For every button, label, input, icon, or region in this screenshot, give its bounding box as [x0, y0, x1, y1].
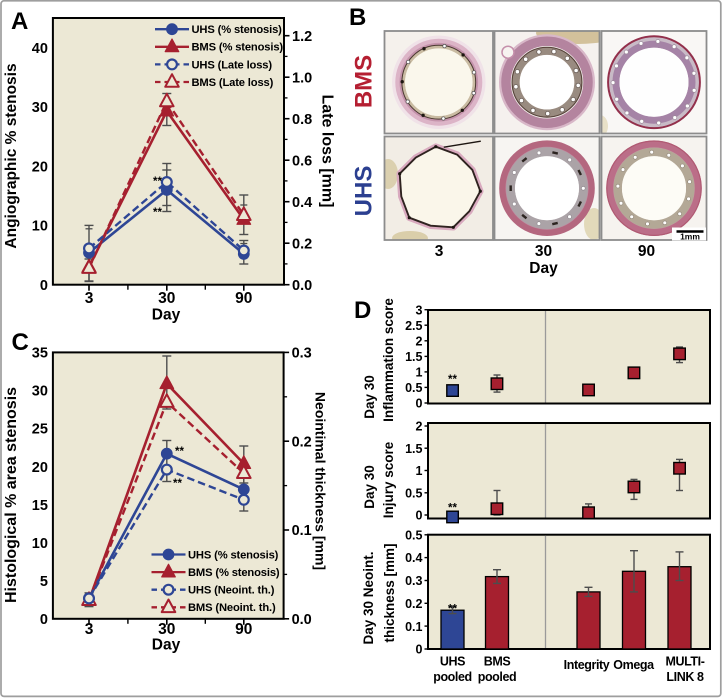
svg-text:1.2: 1.2: [292, 29, 312, 45]
svg-text:5: 5: [40, 574, 48, 590]
svg-text:Day: Day: [152, 307, 181, 324]
svg-text:2.5: 2.5: [405, 319, 422, 333]
svg-text:30: 30: [32, 100, 48, 116]
svg-text:0.1: 0.1: [292, 523, 312, 539]
svg-text:Day 30: Day 30: [362, 375, 377, 419]
svg-text:**: **: [448, 374, 457, 386]
svg-text:Day 30: Day 30: [362, 465, 377, 509]
svg-text:BMS (% stenosis): BMS (% stenosis): [192, 42, 284, 54]
svg-text:0.2: 0.2: [405, 597, 422, 611]
svg-text:UHS: UHS: [440, 655, 465, 669]
svg-text:30: 30: [32, 384, 48, 400]
svg-text:BMS (Late loss): BMS (Late loss): [192, 77, 274, 89]
svg-text:3: 3: [416, 303, 423, 317]
svg-text:35: 35: [32, 346, 48, 362]
svg-text:3: 3: [435, 243, 444, 260]
svg-text:**: **: [153, 176, 162, 188]
svg-text:pooled: pooled: [478, 670, 517, 684]
svg-text:Integrity: Integrity: [564, 658, 610, 672]
svg-text:UHS (Late loss): UHS (Late loss): [192, 59, 273, 71]
svg-text:1.0: 1.0: [292, 70, 312, 86]
svg-text:LINK 8: LINK 8: [666, 670, 704, 684]
svg-text:0.2: 0.2: [292, 434, 312, 450]
svg-text:0: 0: [40, 278, 48, 294]
svg-text:0.8: 0.8: [292, 112, 312, 128]
svg-text:Neointimal thickness [mm]: Neointimal thickness [mm]: [313, 392, 329, 570]
svg-text:20: 20: [32, 159, 48, 175]
svg-text:Angiographic % stenosis: Angiographic % stenosis: [3, 63, 20, 248]
svg-text:Injury score: Injury score: [381, 441, 396, 518]
svg-text:UHS (% stenosis): UHS (% stenosis): [192, 24, 283, 36]
svg-text:Omega: Omega: [613, 658, 655, 672]
svg-text:BMS (Neoint. th.): BMS (Neoint. th.): [188, 602, 276, 614]
svg-text:0.5: 0.5: [405, 381, 422, 395]
svg-text:0.0: 0.0: [292, 278, 312, 294]
svg-text:**: **: [175, 446, 184, 458]
svg-text:MULTI-: MULTI-: [665, 655, 704, 669]
svg-text:BMS: BMS: [484, 655, 511, 669]
svg-text:10: 10: [32, 536, 48, 552]
svg-text:10: 10: [32, 219, 48, 235]
svg-text:D: D: [354, 297, 371, 324]
svg-text:UHS: UHS: [351, 166, 378, 217]
svg-text:Late loss [mm]: Late loss [mm]: [319, 95, 336, 208]
svg-text:15: 15: [32, 498, 48, 514]
svg-text:1mm: 1mm: [680, 232, 700, 242]
svg-text:3: 3: [85, 621, 94, 638]
svg-text:90: 90: [235, 290, 252, 307]
svg-text:Day 30 Neoint.: Day 30 Neoint.: [361, 551, 376, 644]
svg-text:0.3: 0.3: [292, 346, 312, 362]
svg-text:0: 0: [416, 397, 423, 411]
svg-text:2: 2: [416, 334, 423, 348]
svg-text:Inflammation score: Inflammation score: [381, 298, 396, 422]
svg-text:0.0: 0.0: [292, 612, 312, 628]
svg-text:0.5: 0.5: [405, 528, 422, 542]
svg-text:UHS (Neoint. th.): UHS (Neoint. th.): [188, 585, 275, 597]
svg-text:1.5: 1.5: [405, 350, 422, 364]
svg-text:30: 30: [158, 621, 175, 638]
svg-text:A: A: [11, 8, 28, 35]
svg-text:0.3: 0.3: [405, 574, 422, 588]
svg-text:90: 90: [638, 243, 655, 260]
svg-text:0: 0: [416, 643, 423, 657]
svg-text:1.5: 1.5: [405, 442, 422, 456]
svg-text:0.5: 0.5: [405, 486, 422, 500]
svg-text:1: 1: [416, 464, 423, 478]
svg-text:0.6: 0.6: [292, 153, 312, 169]
svg-text:**: **: [448, 503, 457, 515]
svg-text:Day: Day: [152, 637, 181, 654]
svg-text:40: 40: [32, 41, 48, 57]
svg-text:BMS: BMS: [351, 55, 378, 108]
svg-text:B: B: [349, 4, 366, 31]
svg-text:30: 30: [535, 243, 552, 260]
svg-text:20: 20: [32, 460, 48, 476]
svg-text:90: 90: [235, 621, 252, 638]
svg-text:0.4: 0.4: [405, 551, 422, 565]
svg-text:1: 1: [416, 366, 423, 380]
svg-text:UHS (% stenosis): UHS (% stenosis): [188, 549, 279, 561]
svg-text:0.1: 0.1: [405, 620, 422, 634]
svg-text:C: C: [12, 329, 29, 356]
svg-text:thickness [mm]: thickness [mm]: [382, 543, 397, 642]
svg-text:Histological % area stenosis: Histological % area stenosis: [3, 387, 20, 603]
svg-text:0.2: 0.2: [292, 236, 312, 252]
svg-text:25: 25: [32, 422, 48, 438]
svg-text:pooled: pooled: [433, 670, 472, 684]
svg-text:0: 0: [416, 509, 423, 523]
svg-text:**: **: [173, 478, 182, 490]
svg-text:2: 2: [416, 420, 423, 434]
svg-text:30: 30: [158, 290, 175, 307]
svg-text:**: **: [153, 207, 162, 219]
svg-text:BMS (% stenosis): BMS (% stenosis): [188, 567, 280, 579]
svg-text:Day: Day: [529, 260, 558, 277]
svg-text:0: 0: [40, 612, 48, 628]
svg-text:3: 3: [85, 290, 94, 307]
svg-text:0.4: 0.4: [292, 195, 312, 211]
svg-text:**: **: [448, 604, 457, 616]
